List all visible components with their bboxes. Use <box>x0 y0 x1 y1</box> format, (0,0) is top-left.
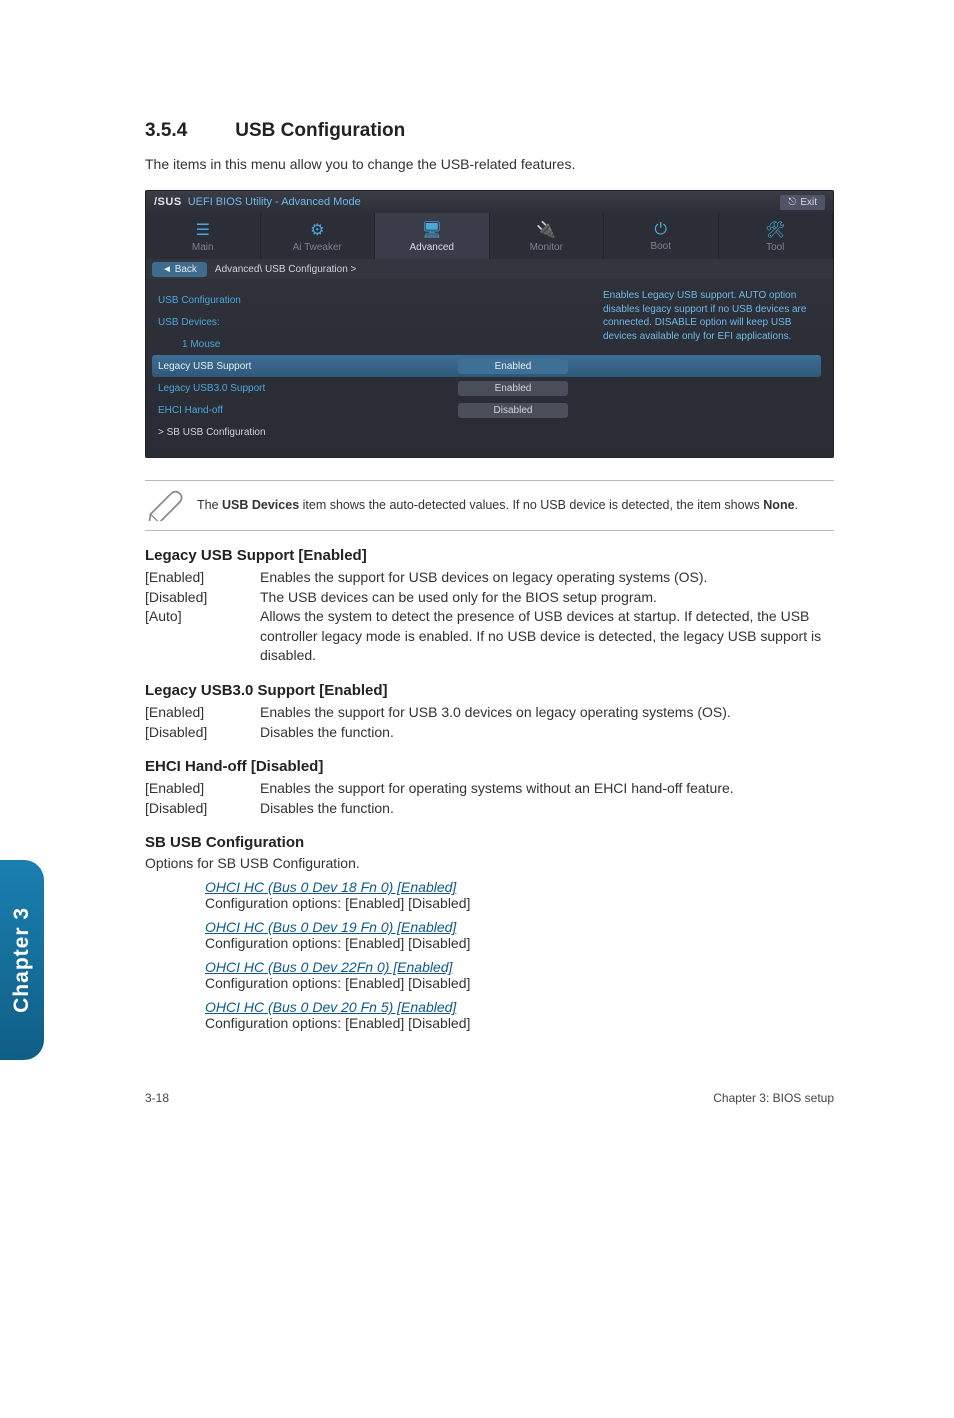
option-value: Disables the function. <box>260 799 834 819</box>
bios-row-label: EHCI Hand-off <box>158 405 458 416</box>
bios-tab-label: Main <box>192 242 214 253</box>
bios-tab-label: Tool <box>766 242 784 253</box>
bios-tab-label: Boot <box>650 241 671 252</box>
bios-row-label: 1 Mouse <box>182 339 482 350</box>
bios-tab-label: Ai Tweaker <box>293 242 342 253</box>
option-value: Enables the support for operating system… <box>260 779 834 799</box>
bios-breadcrumb: ◄ Back Advanced\ USB Configuration > <box>146 259 833 279</box>
option-row: [Enabled]Enables the support for operati… <box>145 779 834 799</box>
ehci-heading: EHCI Hand-off [Disabled] <box>145 758 834 775</box>
bios-tab-boot[interactable]: ⏻ Boot <box>604 213 719 259</box>
sbusb-item-options: Configuration options: [Enabled] [Disabl… <box>205 895 834 911</box>
bios-screenshot: /SUS UEFI BIOS Utility - Advanced Mode ⎋… <box>145 190 834 458</box>
legacy-usb-heading: Legacy USB Support [Enabled] <box>145 547 834 564</box>
sbusb-item-options: Configuration options: [Enabled] [Disabl… <box>205 935 834 951</box>
option-value: Disables the function. <box>260 723 834 743</box>
option-key: [Auto] <box>145 607 260 666</box>
legacy-usb30-heading: Legacy USB3.0 Support [Enabled] <box>145 682 834 699</box>
boot-icon: ⏻ <box>654 221 667 239</box>
page-footer: 3-18 Chapter 3: BIOS setup <box>145 1091 834 1105</box>
main-icon: ☰ <box>196 220 210 240</box>
monitor-icon: 🔌 <box>536 220 556 240</box>
option-key: [Enabled] <box>145 779 260 799</box>
sbusb-items: OHCI HC (Bus 0 Dev 18 Fn 0) [Enabled]Con… <box>145 879 834 1031</box>
sbusb-item-title: OHCI HC (Bus 0 Dev 20 Fn 5) [Enabled] <box>205 999 834 1015</box>
bios-tab-ai-tweaker[interactable]: ⚙ Ai Tweaker <box>261 213 376 259</box>
breadcrumb-path: Advanced\ USB Configuration > <box>215 264 356 275</box>
bios-exit-button[interactable]: ⎋ Exit <box>780 195 825 210</box>
option-key: [Enabled] <box>145 703 260 723</box>
option-row: [Disabled]The USB devices can be used on… <box>145 588 834 608</box>
sbusb-item-title: OHCI HC (Bus 0 Dev 22Fn 0) [Enabled] <box>205 959 834 975</box>
option-key: [Disabled] <box>145 588 260 608</box>
legacy-usb-options: [Enabled]Enables the support for USB dev… <box>145 568 834 666</box>
bios-tab-main[interactable]: ☰ Main <box>146 213 261 259</box>
sbusb-heading: SB USB Configuration <box>145 834 834 851</box>
bios-tab-tool[interactable]: 🛠 Tool <box>719 213 834 259</box>
bios-row[interactable]: Legacy USB SupportEnabled <box>152 355 821 377</box>
option-value: Enables the support for USB devices on l… <box>260 568 834 588</box>
bios-row[interactable]: EHCI Hand-offDisabled <box>158 399 821 421</box>
option-key: [Disabled] <box>145 723 260 743</box>
option-key: [Disabled] <box>145 799 260 819</box>
sbusb-item-title: OHCI HC (Bus 0 Dev 19 Fn 0) [Enabled] <box>205 919 834 935</box>
back-arrow-icon: ◄ <box>162 264 175 275</box>
bios-tab-advanced[interactable]: 🖥 Advanced <box>375 213 490 259</box>
sbusb-item-options: Configuration options: [Enabled] [Disabl… <box>205 1015 834 1031</box>
bios-row-value[interactable]: Enabled <box>458 381 568 396</box>
intro-text: The items in this menu allow you to chan… <box>145 156 834 172</box>
section-title: USB Configuration <box>235 120 405 142</box>
back-label: Back <box>175 264 197 275</box>
bios-row-value[interactable]: Enabled <box>458 359 568 374</box>
bios-row-label: USB Devices: <box>158 317 458 328</box>
option-value: Allows the system to detect the presence… <box>260 607 834 666</box>
chapter-side-tab-label: Chapter 3 <box>10 907 34 1013</box>
tool-icon: 🛠 <box>765 220 785 240</box>
option-row: [Auto]Allows the system to detect the pr… <box>145 607 834 666</box>
option-row: [Disabled]Disables the function. <box>145 799 834 819</box>
bios-tab-monitor[interactable]: 🔌 Monitor <box>490 213 605 259</box>
legacy-usb30-options: [Enabled]Enables the support for USB 3.0… <box>145 703 834 742</box>
bios-help-text: Enables Legacy USB support. AUTO option … <box>603 289 821 343</box>
sbusb-item-options: Configuration options: [Enabled] [Disabl… <box>205 975 834 991</box>
sbusb-intro: Options for SB USB Configuration. <box>145 855 834 871</box>
ehci-options: [Enabled]Enables the support for operati… <box>145 779 834 818</box>
bios-row-label: > SB USB Configuration <box>158 427 458 438</box>
option-value: The USB devices can be used only for the… <box>260 588 834 608</box>
exit-label: Exit <box>800 197 817 208</box>
note-text: The USB Devices item shows the auto-dete… <box>187 497 798 514</box>
option-row: [Enabled]Enables the support for USB 3.0… <box>145 703 834 723</box>
bios-body: Enables Legacy USB support. AUTO option … <box>146 279 833 457</box>
chapter-side-tab: Chapter 3 <box>0 860 44 1060</box>
option-row: [Disabled]Disables the function. <box>145 723 834 743</box>
option-value: Enables the support for USB 3.0 devices … <box>260 703 834 723</box>
bios-row-label: USB Configuration <box>158 295 458 306</box>
footer-chapter: Chapter 3: BIOS setup <box>713 1091 834 1105</box>
bios-titlebar: /SUS UEFI BIOS Utility - Advanced Mode ⎋… <box>146 191 833 213</box>
bios-row[interactable]: Legacy USB3.0 SupportEnabled <box>158 377 821 399</box>
bios-row[interactable]: > SB USB Configuration <box>158 421 821 443</box>
exit-icon: ⎋ <box>788 197 796 208</box>
section-number: 3.5.4 <box>145 120 187 142</box>
pencil-note-icon <box>145 485 187 526</box>
sbusb-item-title: OHCI HC (Bus 0 Dev 18 Fn 0) [Enabled] <box>205 879 834 895</box>
option-key: [Enabled] <box>145 568 260 588</box>
bios-tab-label: Advanced <box>410 242 454 253</box>
bios-subtitle: UEFI BIOS Utility - Advanced Mode <box>188 196 361 208</box>
bios-row-label: Legacy USB3.0 Support <box>158 383 458 394</box>
footer-page-number: 3-18 <box>145 1091 169 1105</box>
advanced-icon: 🖥 <box>422 220 442 240</box>
bios-brand: /SUS <box>154 196 182 208</box>
section-header: 3.5.4 USB Configuration <box>145 120 834 142</box>
ai-tweaker-icon: ⚙ <box>310 220 324 240</box>
bios-back-button[interactable]: ◄ Back <box>152 262 207 277</box>
bios-row-label: Legacy USB Support <box>158 361 458 372</box>
bios-tab-bar: ☰ Main ⚙ Ai Tweaker 🖥 Advanced 🔌 Monitor ⏻ Boot 🛠 T… <box>146 213 833 259</box>
option-row: [Enabled]Enables the support for USB dev… <box>145 568 834 588</box>
note-block: The USB Devices item shows the auto-dete… <box>145 480 834 531</box>
bios-tab-label: Monitor <box>530 242 563 253</box>
bios-row-value[interactable]: Disabled <box>458 403 568 418</box>
